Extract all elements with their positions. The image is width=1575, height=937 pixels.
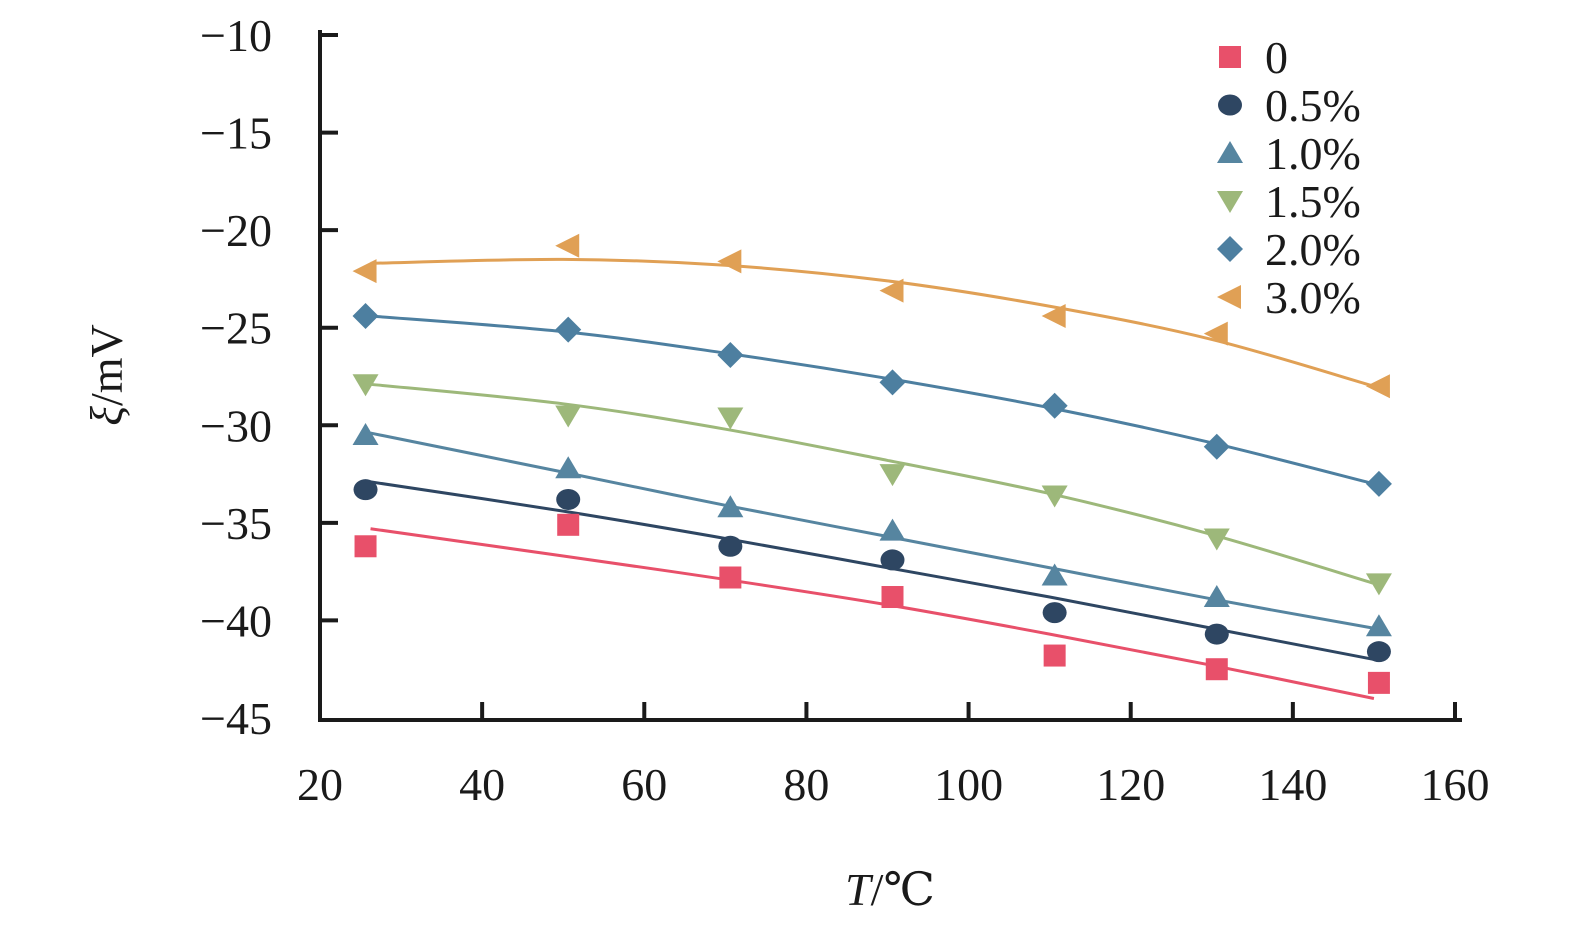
data-point-s4 <box>1365 470 1392 497</box>
x-tick-label: 80 <box>783 759 829 810</box>
data-point-s5 <box>1203 321 1228 346</box>
data-point-s1 <box>353 479 378 501</box>
data-point-s3 <box>1041 485 1068 508</box>
data-point-s2 <box>1041 563 1068 586</box>
data-point-s0 <box>557 513 580 536</box>
legend-marker-3 <box>1217 191 1243 213</box>
y-tick-label: −15 <box>200 108 272 159</box>
data-point-s0 <box>354 535 377 558</box>
data-point-s3 <box>555 405 582 428</box>
data-point-s5 <box>879 278 904 303</box>
data-point-s0 <box>719 566 742 589</box>
legend-label-2: 1.0% <box>1265 128 1361 179</box>
x-tick-label: 160 <box>1421 759 1490 810</box>
x-axis-unit: /℃ <box>871 864 935 915</box>
y-tick-label: −30 <box>200 400 272 451</box>
data-point-s1 <box>1366 641 1391 663</box>
ticks: 20 40 60 80 100 120 140 160 −10 −15 −20 −25 −30 −35 −4… <box>200 10 1489 810</box>
y-tick-label: −20 <box>200 205 272 256</box>
data-point-s2 <box>1365 614 1392 637</box>
y-tick-label: −35 <box>200 498 272 549</box>
legend-label-5: 3.0% <box>1265 272 1361 323</box>
fit-curve-5 <box>370 257 1375 388</box>
data-point-s3 <box>717 407 744 430</box>
data-point-s4 <box>1041 392 1068 419</box>
legend-marker-4 <box>1217 236 1243 262</box>
x-tick-label: 60 <box>621 759 667 810</box>
data-point-s1 <box>718 535 743 557</box>
data-point-s1 <box>556 488 581 510</box>
legend-marker-2 <box>1217 141 1243 163</box>
data-point-s5 <box>352 259 377 284</box>
data-point-s5 <box>555 233 580 258</box>
x-tick-label: 20 <box>297 759 343 810</box>
data-point-s4 <box>879 369 906 396</box>
data-point-s4 <box>555 316 582 343</box>
y-axis-var: ξ <box>81 406 132 426</box>
data-point-s1 <box>880 549 905 571</box>
data-point-s1 <box>1204 623 1229 645</box>
data-point-s1 <box>1042 602 1067 624</box>
x-tick-label: 140 <box>1258 759 1327 810</box>
x-tick-label: 120 <box>1096 759 1165 810</box>
legend-label-0: 0 <box>1265 32 1288 83</box>
x-tick-label: 100 <box>934 759 1003 810</box>
data-point-s4 <box>717 342 744 369</box>
data-point-s5 <box>1041 304 1066 329</box>
data-point-s4 <box>352 303 379 330</box>
data-point-s0 <box>881 586 904 609</box>
data-point-s3 <box>1365 573 1392 596</box>
data-point-s3 <box>1203 528 1230 551</box>
data-point-s0 <box>1043 644 1066 667</box>
data-points <box>352 233 1392 694</box>
y-tick-label: −25 <box>200 303 272 354</box>
data-point-s2 <box>352 423 379 446</box>
y-axis-unit: /mV <box>81 324 132 406</box>
x-axis-title: T/℃ <box>845 864 935 915</box>
y-tick-label: −45 <box>200 693 272 744</box>
data-point-s2 <box>1203 585 1230 608</box>
y-tick-label: −10 <box>200 10 272 61</box>
legend-marker-5 <box>1217 285 1241 309</box>
fit-curve-3 <box>370 382 1375 585</box>
y-tick-label: −40 <box>200 595 272 646</box>
data-point-s3 <box>352 374 379 397</box>
data-point-s4 <box>1203 433 1230 460</box>
legend-label-1: 0.5% <box>1265 80 1361 131</box>
legend-label-4: 2.0% <box>1265 224 1361 275</box>
legend-marker-0 <box>1219 46 1241 68</box>
data-point-s2 <box>717 495 744 518</box>
data-point-s0 <box>1367 671 1390 694</box>
data-point-s3 <box>879 464 906 487</box>
legend: 00.5%1.0%1.5%2.0%3.0% <box>1217 32 1361 323</box>
data-point-s0 <box>1205 658 1228 681</box>
data-point-s5 <box>717 249 742 274</box>
y-axis-title: ξ/mV <box>81 324 132 425</box>
legend-marker-1 <box>1218 94 1242 116</box>
data-point-s2 <box>879 518 906 541</box>
x-axis-var: T <box>845 864 874 915</box>
axes <box>318 30 1462 722</box>
data-point-s2 <box>555 456 582 479</box>
x-tick-label: 40 <box>459 759 505 810</box>
data-point-s5 <box>1365 374 1390 399</box>
legend-label-3: 1.5% <box>1265 176 1361 227</box>
